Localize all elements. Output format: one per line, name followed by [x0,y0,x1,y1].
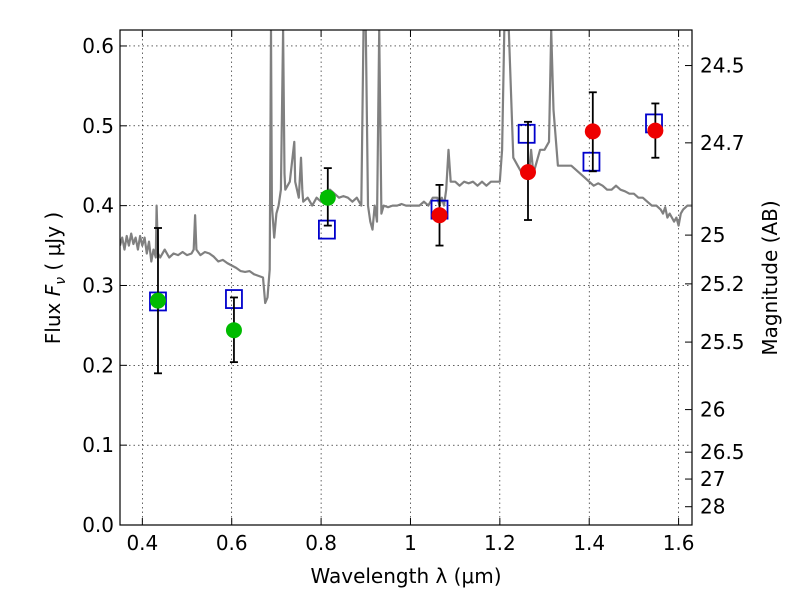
x-tick-label: 0.4 [126,531,158,555]
y-tick-label: 0.1 [82,433,114,457]
y-tick-label: 0.3 [82,273,114,297]
model-flux-square [517,123,536,144]
x-axis-label: Wavelength λ (μm) [310,564,501,588]
y2-tick-label: 25 [700,223,725,247]
axis-ticks [120,30,692,526]
y-tick-label: 0.5 [82,114,114,138]
observed-flux-point [319,189,336,206]
x-tick-label: 1.6 [663,531,695,555]
y-tick-label: 0.2 [82,353,114,377]
tick-labels: 0.4 0.6 0.8 1 1.2 1.4 1.6 0.0 0.1 0.2 0.3 0.4 0.5 0.6… [82,34,744,555]
plot-area [120,30,692,375]
y2-tick-label: 28 [700,495,725,519]
y2-tick-label: 25.5 [700,330,745,354]
y-tick-label: 0.4 [82,194,114,218]
y-tick-label: 0.6 [82,34,114,58]
template-spectrum-line [120,30,692,305]
x-tick-label: 1.4 [573,531,605,555]
grid [120,30,692,526]
y-axis-label: Flux Fν ( μJy ) [41,212,69,344]
observed-flux-point [519,164,536,181]
y2-tick-label: 25.2 [700,272,745,296]
x-tick-label: 1 [404,531,417,555]
x-tick-label: 0.6 [216,531,248,555]
observed-flux-point [431,207,448,224]
y2-tick-label: 24.5 [700,54,745,78]
y2-tick-label: 26.5 [700,440,745,464]
y2-tick-label: 26 [700,398,725,422]
y2-tick-label: 24.7 [700,131,745,155]
plot-frame [119,29,693,526]
model-flux-square [582,151,601,172]
y-tick-label: 0.0 [82,513,114,537]
x-tick-label: 1.2 [484,531,516,555]
y2-tick-label: 27 [700,467,725,491]
y2-axis-label: Magnitude (AB) [758,200,782,355]
observed-flux-point [647,122,664,139]
x-tick-label: 0.8 [305,531,337,555]
observed-flux-point [584,123,601,140]
observed-flux-point [225,322,242,339]
observed-flux-point [149,292,166,309]
